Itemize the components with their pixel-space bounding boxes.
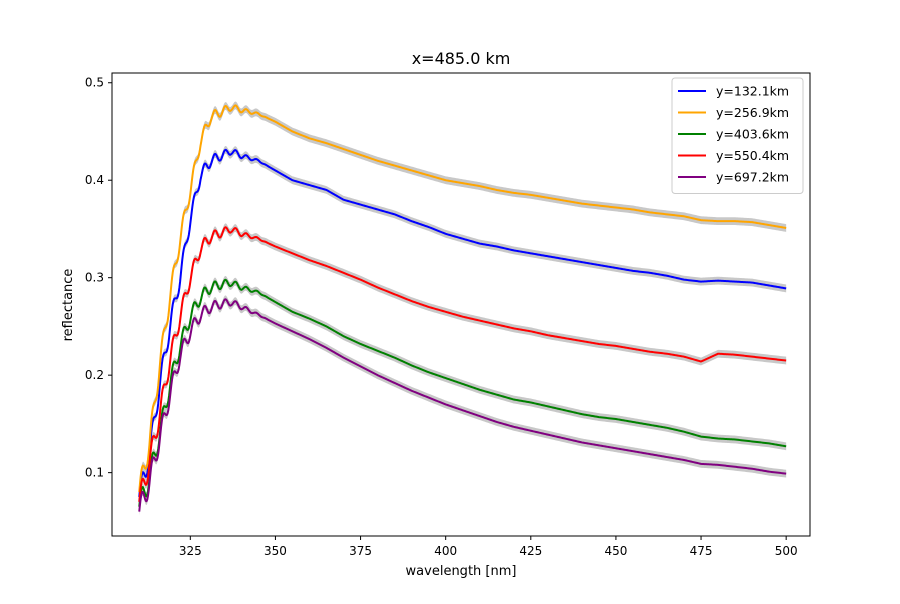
y-tick-label: 0.3 [85,271,104,285]
x-tick-label: 500 [775,544,798,558]
legend-entry: y=403.6km [716,127,789,142]
series-line-1 [138,148,787,498]
series-line-2 [138,104,787,493]
x-tick-label: 475 [690,544,713,558]
uncertainty-band-3 [139,275,787,511]
plot-area [111,72,811,537]
uncertainty-band-1 [139,145,787,501]
x-tick-label: 325 [179,544,202,558]
legend-entry: y=256.9km [716,105,789,120]
y-tick-label: 0.5 [85,76,104,90]
legend: y=132.1km y=256.9km y=403.6km y=550.4km y=69… [671,77,804,194]
y-tick-label: 0.4 [85,173,104,187]
legend-entry: y=550.4km [716,148,789,163]
chart-title: x=485.0 km [412,49,511,68]
x-tick-label: 375 [349,544,372,558]
uncertainty-band-5 [139,295,787,516]
x-tick-label: 400 [434,544,457,558]
legend-box [671,77,804,194]
x-tick-label: 450 [604,544,627,558]
legend-entry: y=132.1km [716,84,789,99]
series-line-3 [138,278,787,507]
uncertainty-band-2 [139,101,787,497]
axes-frame [111,72,811,537]
y-axis: 0.1 0.2 0.3 0.4 0.5 [85,76,112,480]
legend-entry: y=697.2km [716,170,789,185]
x-axis-label: wavelength [nm] [406,564,517,579]
y-axis-label: reflectance [61,269,76,342]
y-tick-label: 0.1 [85,466,104,480]
series-line-5 [138,298,787,512]
x-tick-label: 425 [519,544,542,558]
series-line-4 [138,226,787,502]
x-axis: 325 350 375 400 425 450 475 500 [179,536,798,558]
x-tick-label: 350 [264,544,287,558]
y-tick-label: 0.2 [85,368,104,382]
